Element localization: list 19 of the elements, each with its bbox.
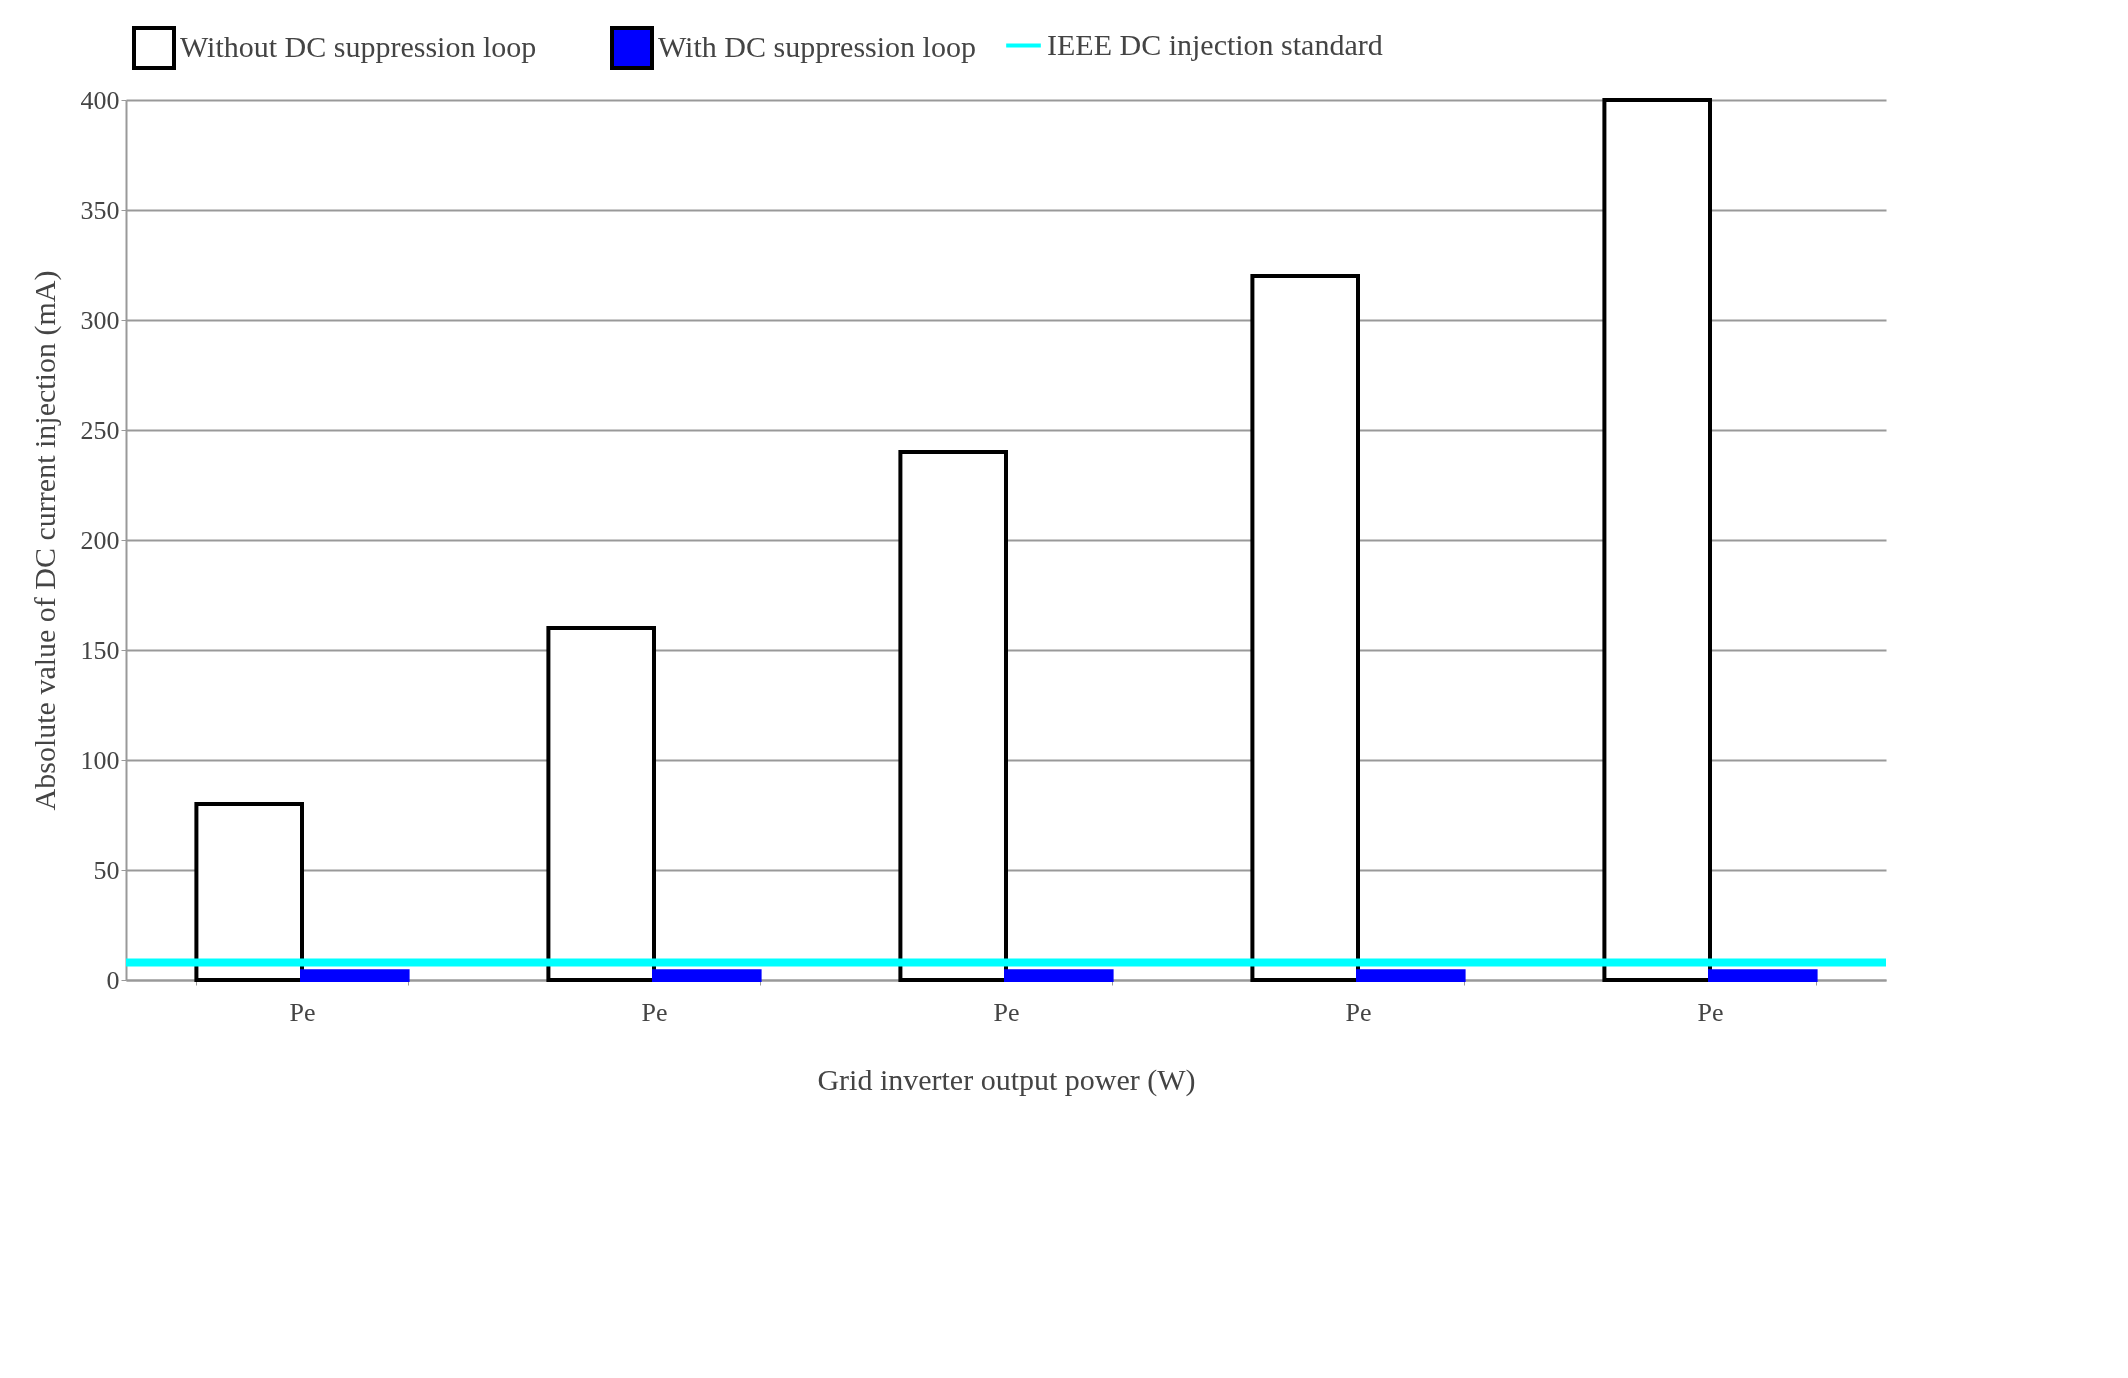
y-tick-label: 400	[80, 85, 120, 115]
y-tick-label: 50	[93, 855, 120, 885]
x-tick-label: Pe	[1345, 997, 1372, 1027]
y-axis-title: Absolute value of DC current injection (mA)	[27, 270, 62, 811]
x-tick-label: Pe	[993, 997, 1020, 1027]
y-tick-label: 150	[80, 635, 120, 665]
x-tick-label: Pe	[1697, 997, 1724, 1027]
y-tick-label: 100	[80, 745, 120, 775]
legend-label: Without DC suppression loop	[180, 30, 537, 63]
y-tick-label: 200	[80, 525, 120, 555]
y-tick-label: 250	[80, 415, 120, 445]
x-tick-label: Pe	[289, 997, 316, 1027]
y-tick-label: 0	[106, 965, 120, 995]
x-tick-label: Pe	[641, 997, 668, 1027]
legend-label: With DC suppression loop	[658, 30, 976, 63]
y-tick-label: 300	[80, 305, 120, 335]
x-axis-title: Grid inverter output power (W)	[817, 1062, 1196, 1097]
y-tick-label: 350	[80, 195, 120, 225]
legend-label: IEEE DC injection standard	[1047, 27, 1383, 61]
